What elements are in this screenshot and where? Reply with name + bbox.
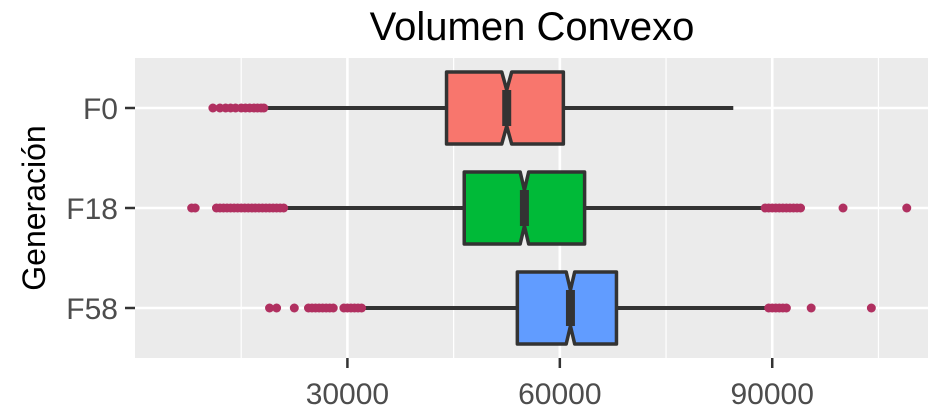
- y-axis-title: Generación: [16, 125, 52, 290]
- box-f58: [265, 270, 876, 346]
- outlier-point: [781, 303, 791, 313]
- chart-title: Volumen Convexo: [370, 5, 695, 49]
- outlier-point: [190, 203, 200, 213]
- y-axis: F0 F18 F58: [66, 93, 135, 326]
- box-f0: [208, 70, 734, 146]
- y-tick-label: F18: [66, 193, 118, 226]
- boxes: [187, 70, 912, 346]
- outlier-point: [279, 203, 289, 213]
- outlier-point: [866, 303, 876, 313]
- outlier-point: [806, 303, 816, 313]
- outlier-point: [259, 103, 269, 113]
- y-tick-label: F58: [66, 293, 118, 326]
- outlier-point: [838, 203, 848, 213]
- outlier-point: [902, 203, 912, 213]
- outlier-point: [357, 303, 367, 313]
- x-tick-label: 30000: [306, 378, 389, 411]
- x-tick-label: 60000: [518, 378, 601, 411]
- x-axis: 30000 60000 90000: [306, 358, 814, 411]
- outlier-point: [272, 303, 282, 313]
- outlier-point: [796, 203, 806, 213]
- x-tick-label: 90000: [731, 378, 814, 411]
- box-f18: [187, 170, 912, 246]
- outlier-point: [328, 303, 338, 313]
- y-tick-label: F0: [83, 93, 118, 126]
- outlier-point: [289, 303, 299, 313]
- outlier-point: [265, 303, 275, 313]
- outlier-point: [208, 103, 218, 113]
